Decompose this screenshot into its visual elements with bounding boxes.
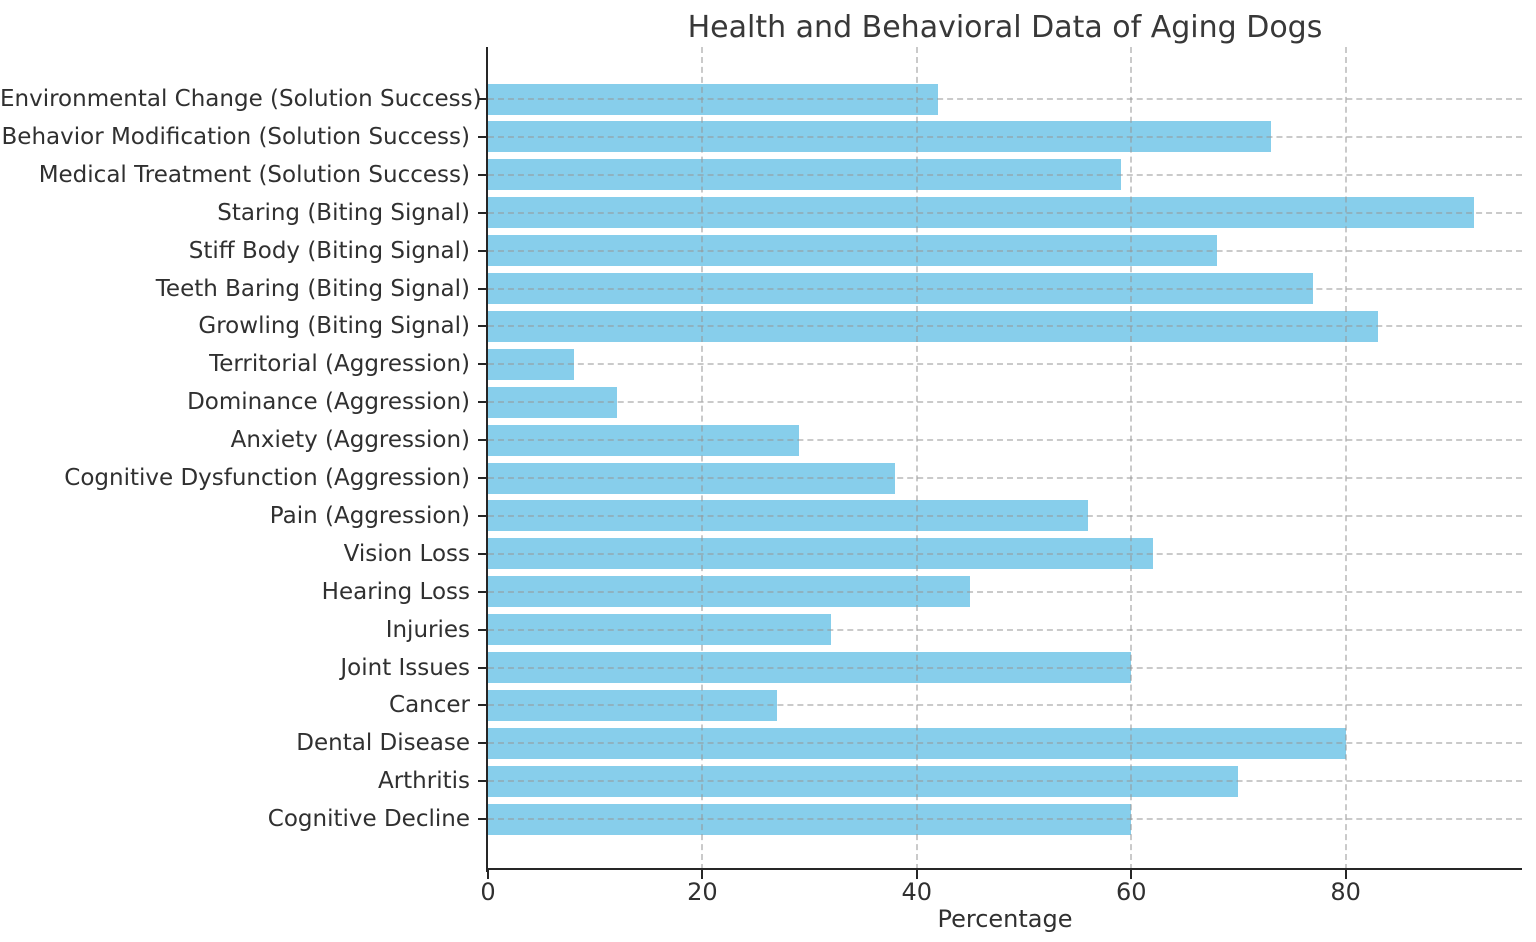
y-tick-mark (478, 742, 487, 745)
y-tick-mark (478, 249, 487, 252)
y-tick-label: Injuries (385, 616, 470, 643)
y-tick-label: Joint Issues (340, 654, 470, 681)
y-tick-label: Arthritis (377, 768, 470, 795)
x-tick-label: 40 (901, 878, 933, 906)
y-tick-mark (478, 135, 487, 138)
y-tick-mark (478, 98, 487, 100)
bar (488, 538, 1153, 570)
y-tick-label: Territorial (Aggression) (209, 351, 470, 378)
y-tick-label: Dominance (Aggression) (187, 389, 470, 416)
bar (488, 803, 1132, 835)
x-tick-label: 0 (480, 878, 496, 906)
y-tick-mark (478, 363, 487, 366)
y-tick-label: Medical Treatment (Solution Success) (38, 161, 470, 188)
bar (488, 121, 1271, 153)
y-tick-label: Anxiety (Aggression) (230, 427, 470, 454)
x-tick-mark (487, 870, 489, 879)
bar (488, 197, 1475, 229)
y-tick-label: Teeth Baring (Biting Signal) (155, 275, 470, 302)
y-tick-mark (478, 401, 487, 404)
y-tick-mark (478, 325, 487, 328)
x-axis-label: Percentage (937, 905, 1073, 933)
bar (488, 500, 1089, 532)
y-tick-mark (478, 818, 487, 821)
y-tick-mark (478, 514, 487, 517)
x-tick-mark (701, 870, 704, 879)
y-tick-label: Stiff Body (Biting Signal) (188, 237, 470, 264)
y-tick-mark (478, 211, 487, 214)
y-tick-mark (478, 666, 487, 669)
bar (488, 273, 1314, 304)
x-tick-label: 80 (1330, 878, 1361, 906)
y-tick-label: Environmental Change (Solution Success) (0, 86, 482, 112)
bar (488, 83, 939, 115)
x-tick-label: 60 (1115, 878, 1147, 906)
y-tick-label: Cognitive Dysfunction (Aggression) (64, 465, 470, 491)
y-tick-mark (478, 477, 487, 479)
bar (488, 310, 1378, 342)
x-tick-mark (915, 870, 918, 879)
y-tick-mark (478, 590, 487, 593)
y-tick-label: Behavior Modification (Solution Success) (1, 123, 470, 150)
bar (488, 424, 799, 456)
y-tick-label: Cancer (389, 692, 470, 719)
bar (488, 386, 617, 418)
x-tick-mark (1344, 870, 1347, 879)
y-tick-label: Hearing Loss (321, 578, 470, 605)
bar (488, 348, 574, 380)
bar (488, 159, 1121, 191)
y-tick-label: Staring (Biting Signal) (217, 199, 470, 226)
bar (488, 652, 1132, 683)
y-tick-label: Cognitive Decline (267, 806, 470, 833)
bar (488, 235, 1217, 267)
x-tick-mark (1130, 870, 1133, 879)
bar (488, 689, 778, 721)
y-tick-label: Pain (Aggression) (269, 502, 470, 529)
x-tick-label: 20 (687, 878, 718, 906)
y-tick-mark (478, 780, 487, 783)
bar (488, 727, 1346, 759)
bars-layer (488, 47, 1522, 870)
x-axis-spine (486, 868, 1522, 870)
y-axis-spine (486, 47, 488, 872)
bar (488, 462, 896, 494)
bar (488, 576, 971, 608)
y-tick-mark (478, 628, 487, 631)
y-tick-label: Growling (Biting Signal) (198, 313, 470, 340)
bar (488, 614, 832, 646)
y-tick-label: Vision Loss (343, 540, 470, 567)
y-tick-label: Dental Disease (296, 730, 470, 757)
y-tick-mark (478, 552, 487, 555)
bar (488, 765, 1239, 797)
y-tick-mark (478, 439, 487, 442)
plot-area (488, 47, 1522, 870)
y-tick-mark (478, 287, 487, 290)
y-tick-mark (478, 173, 487, 176)
y-tick-mark (478, 704, 487, 707)
chart-title: Health and Behavioral Data of Aging Dogs (687, 10, 1323, 45)
